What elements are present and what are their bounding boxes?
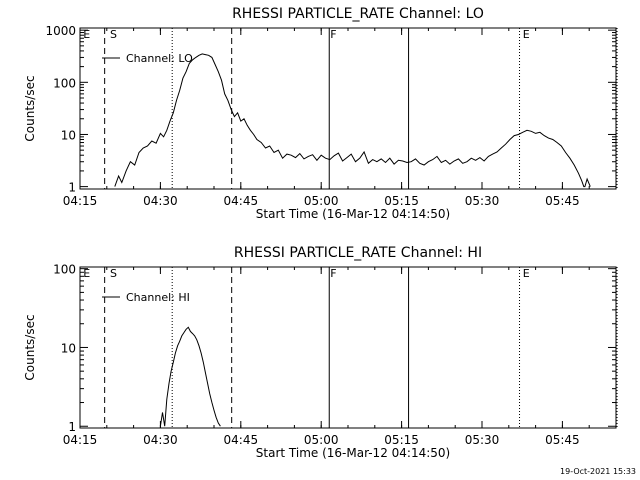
x-tick-label: 04:45	[224, 433, 259, 447]
event-marker-e: E	[83, 267, 90, 280]
event-marker-e: E	[83, 28, 90, 41]
x-axis-label: Start Time (16-Mar-12 04:14:50)	[256, 446, 450, 460]
x-tick-label: 05:15	[384, 433, 419, 447]
x-tick-label: 04:15	[63, 433, 98, 447]
y-axis-label: Counts/sec	[23, 314, 37, 380]
x-tick-label: 05:30	[465, 194, 500, 208]
series-line-hi	[159, 326, 221, 427]
y-tick-label: 10	[61, 128, 76, 142]
x-tick-label: 05:00	[304, 194, 339, 208]
y-tick-label: 1	[68, 181, 76, 195]
legend-label: Channel: HI	[126, 291, 190, 304]
event-marker-s: S	[110, 267, 117, 280]
x-tick-label: 04:15	[63, 194, 98, 208]
x-axis-label: Start Time (16-Mar-12 04:14:50)	[256, 207, 450, 221]
panel-lo-channel: RHESSI PARTICLE_RATE Channel: LO 04:15 04:…	[23, 6, 618, 221]
x-tick-label: 05:45	[545, 433, 580, 447]
y-tick-label: 100	[53, 76, 76, 90]
footer-timestamp: 19-Oct-2021 15:33	[560, 467, 636, 476]
x-tick-label: 05:00	[304, 433, 339, 447]
y-tick-label: 1	[68, 420, 76, 434]
x-tick-label: 05:45	[545, 194, 580, 208]
legend-label: Channel: LO	[126, 52, 193, 65]
y-axis-label: Counts/sec	[23, 75, 37, 141]
x-tick-label: 05:30	[465, 433, 500, 447]
chart-title: RHESSI PARTICLE_RATE Channel: HI	[234, 245, 482, 261]
event-marker-e: E	[523, 267, 530, 280]
panel-hi-channel: RHESSI PARTICLE_RATE Channel: HI 04:15 04:…	[23, 245, 618, 460]
x-tick-label: 04:30	[143, 194, 178, 208]
y-tick-label: 10	[61, 341, 76, 355]
event-marker-f: F	[330, 28, 336, 41]
x-tick-label: 04:30	[143, 433, 178, 447]
x-tick-label: 04:45	[224, 194, 259, 208]
y-tick-label: 100	[53, 263, 76, 277]
event-marker-f: F	[330, 267, 336, 280]
series-line-lo	[114, 53, 591, 188]
y-tick-label: 1000	[45, 24, 76, 38]
event-marker-e: E	[523, 28, 530, 41]
event-marker-s: S	[110, 28, 117, 41]
x-tick-label: 05:15	[384, 194, 419, 208]
chart-title: RHESSI PARTICLE_RATE Channel: LO	[232, 6, 484, 22]
